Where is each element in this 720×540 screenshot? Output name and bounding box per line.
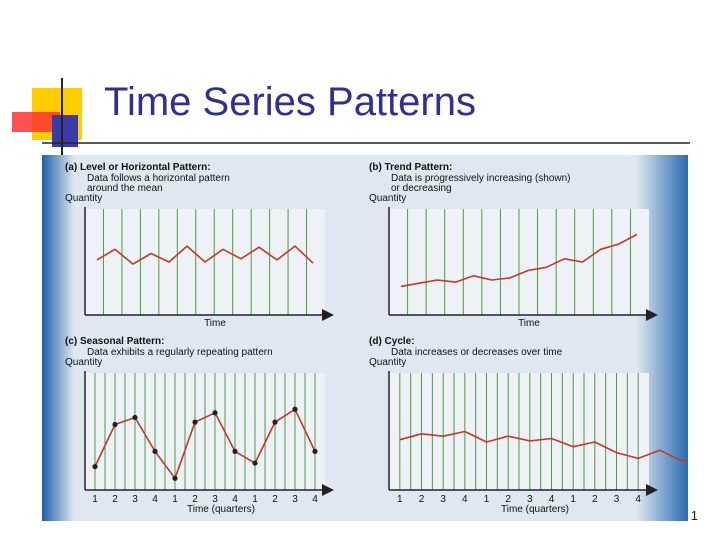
x-axis-label: Time bbox=[204, 318, 226, 329]
x-tick-label: 4 bbox=[549, 494, 555, 505]
chart-title: (c) Seasonal Pattern: bbox=[65, 336, 164, 347]
x-tick-label: 1 bbox=[484, 494, 490, 505]
y-axis-label: Quantity bbox=[65, 357, 102, 368]
chart-title: (a) Level or Horizontal Pattern: bbox=[65, 162, 211, 173]
time-series-figure: (a) Level or Horizontal Pattern:Data fol… bbox=[42, 155, 688, 521]
x-tick-label: 4 bbox=[152, 494, 158, 505]
deco-blue-block bbox=[52, 115, 78, 147]
x-tick-label: 3 bbox=[614, 494, 620, 505]
x-tick-label: 1 bbox=[570, 494, 576, 505]
y-axis-label: Quantity bbox=[369, 357, 406, 368]
page-number: 1 bbox=[690, 508, 698, 523]
deco-red-bar bbox=[12, 112, 60, 132]
x-tick-label: 4 bbox=[635, 494, 641, 505]
x-tick-label: 2 bbox=[192, 494, 198, 505]
x-tick-label: 1 bbox=[397, 494, 403, 505]
data-point bbox=[192, 419, 198, 425]
data-point bbox=[252, 460, 258, 466]
x-tick-label: 2 bbox=[505, 494, 511, 505]
x-tick-label: 2 bbox=[419, 494, 425, 505]
data-point bbox=[272, 419, 278, 425]
series-line bbox=[400, 233, 638, 288]
x-tick-label: 3 bbox=[212, 494, 218, 505]
data-point bbox=[132, 414, 138, 421]
data-point bbox=[172, 475, 178, 481]
x-axis-label: Time (quarters) bbox=[187, 504, 255, 515]
chart-subtitle: Data is progressively increasing (shown) bbox=[391, 173, 571, 184]
chart-subtitle: or decreasing bbox=[391, 183, 452, 194]
x-tick-label: 4 bbox=[312, 494, 318, 505]
chart-subtitle: Data follows a horizontal pattern bbox=[87, 173, 230, 184]
data-point bbox=[312, 448, 318, 454]
series-line bbox=[94, 408, 316, 480]
x-tick-label: 2 bbox=[112, 494, 118, 505]
x-tick-label: 2 bbox=[592, 494, 598, 505]
y-axis-label: Quantity bbox=[369, 193, 406, 204]
data-point bbox=[112, 421, 118, 428]
data-point bbox=[152, 448, 158, 454]
x-tick-label: 3 bbox=[292, 494, 298, 505]
title-decoration bbox=[12, 78, 690, 156]
x-axis-label: Time bbox=[518, 318, 540, 329]
x-tick-label: 2 bbox=[272, 494, 278, 505]
data-point bbox=[92, 464, 98, 470]
slide-title: Time Series Patterns bbox=[104, 80, 476, 124]
x-axis-label: Time (quarters) bbox=[501, 504, 569, 515]
y-axis-label: Quantity bbox=[65, 193, 102, 204]
data-point bbox=[232, 448, 238, 454]
chart-subtitle: Data increases or decreases over time bbox=[391, 347, 563, 358]
x-tick-label: 1 bbox=[172, 494, 178, 505]
chart-title: (b) Trend Pattern: bbox=[369, 162, 452, 173]
x-tick-label: 4 bbox=[462, 494, 468, 505]
chart-title: (d) Cycle: bbox=[369, 336, 415, 347]
chart-subtitle: Data exhibits a regularly repeating patt… bbox=[87, 347, 273, 358]
x-tick-label: 1 bbox=[252, 494, 258, 505]
series-line bbox=[96, 245, 314, 265]
x-tick-label: 3 bbox=[440, 494, 446, 505]
series-line bbox=[399, 430, 688, 462]
x-tick-label: 3 bbox=[527, 494, 533, 505]
x-tick-label: 4 bbox=[232, 494, 238, 505]
x-tick-label: 3 bbox=[132, 494, 138, 505]
chart-subtitle: around the mean bbox=[87, 183, 163, 194]
data-point bbox=[212, 410, 218, 416]
x-tick-label: 1 bbox=[92, 494, 98, 505]
data-point bbox=[292, 406, 298, 412]
